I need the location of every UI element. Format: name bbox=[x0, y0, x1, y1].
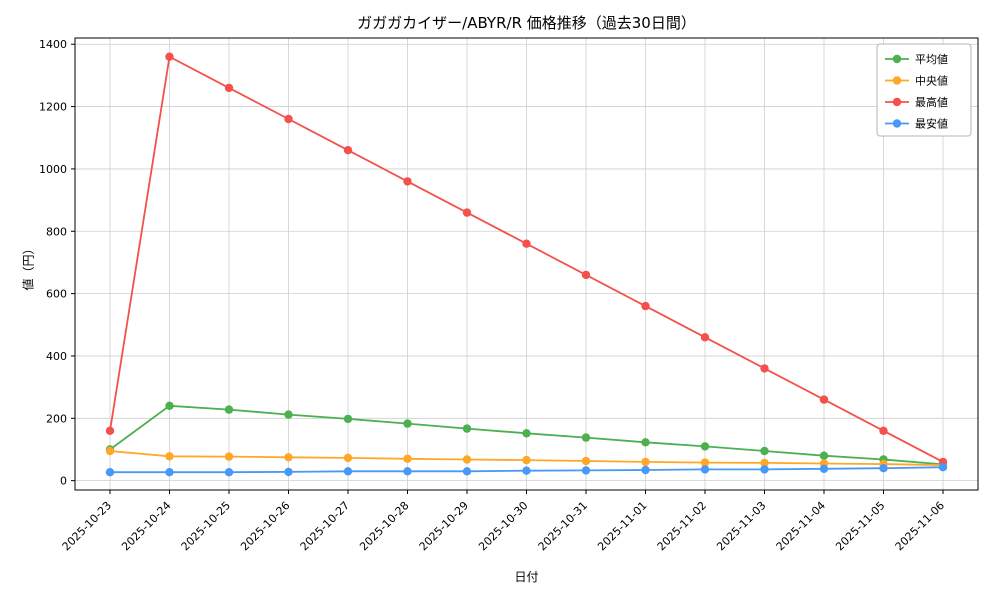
series-max-point bbox=[403, 177, 412, 186]
legend-marker-max bbox=[892, 97, 902, 107]
series-average-point bbox=[700, 442, 710, 451]
legend-item-median: 中央値 bbox=[885, 75, 948, 88]
legend-marker-min bbox=[892, 119, 902, 128]
series-median-point bbox=[284, 453, 293, 462]
series-min-point bbox=[760, 465, 769, 474]
series-max-point bbox=[819, 395, 829, 404]
series-average-point bbox=[760, 446, 769, 456]
svg-text:2025-10-25: 2025-10-25 bbox=[179, 499, 233, 553]
series-min-point bbox=[165, 468, 174, 477]
svg-text:2025-10-29: 2025-10-29 bbox=[417, 499, 471, 553]
series-min-point bbox=[641, 465, 650, 475]
series-max-point bbox=[760, 364, 769, 373]
series-average-point bbox=[284, 410, 293, 419]
legend-label-max: 最高値 bbox=[915, 95, 948, 109]
legend-label-min: 最安値 bbox=[915, 117, 948, 131]
svg-text:2025-10-28: 2025-10-28 bbox=[357, 499, 411, 553]
series-median-point bbox=[403, 454, 412, 463]
legend-item-average: 平均値 bbox=[885, 53, 948, 66]
legend-label-average: 平均値 bbox=[915, 53, 948, 66]
legend-item-max: 最高値 bbox=[885, 95, 948, 109]
svg-text:2025-11-03: 2025-11-03 bbox=[714, 499, 768, 553]
series-max-point bbox=[165, 52, 174, 61]
series-median-point bbox=[343, 453, 353, 463]
series-min-point bbox=[522, 466, 531, 475]
svg-text:1400: 1400 bbox=[39, 38, 67, 51]
series-median-point bbox=[224, 452, 234, 461]
series-average-point bbox=[522, 429, 531, 438]
series-min-point bbox=[700, 465, 710, 474]
series-min-point bbox=[462, 467, 472, 476]
svg-text:2025-10-24: 2025-10-24 bbox=[119, 499, 173, 553]
svg-text:1200: 1200 bbox=[39, 101, 67, 114]
series-max-point bbox=[522, 239, 531, 248]
series-median-point bbox=[760, 458, 769, 468]
legend-box bbox=[876, 43, 972, 137]
y-tick-labels: 0 200 400 600 800 1000 1200 1400 bbox=[39, 38, 75, 488]
series-average-point bbox=[403, 419, 412, 428]
chart-title: ガガガカイザー/ABYR/R 価格推移（過去30日間） bbox=[357, 14, 696, 32]
svg-text:600: 600 bbox=[46, 288, 67, 301]
x-axis-label: 日付 bbox=[514, 570, 539, 584]
series-max-point bbox=[462, 208, 472, 217]
series-max-point bbox=[581, 270, 591, 280]
series-min-point bbox=[581, 466, 591, 475]
svg-text:2025-11-04: 2025-11-04 bbox=[774, 499, 828, 553]
svg-text:800: 800 bbox=[46, 225, 67, 238]
series-min-point bbox=[284, 467, 293, 477]
series-max-point bbox=[879, 426, 888, 435]
svg-text:400: 400 bbox=[46, 350, 67, 363]
series-max-point bbox=[224, 83, 234, 93]
series-median-point bbox=[105, 446, 115, 456]
svg-text:2025-10-26: 2025-10-26 bbox=[238, 499, 292, 553]
gridlines bbox=[75, 38, 978, 490]
series-min-point bbox=[343, 467, 353, 476]
series-max bbox=[105, 52, 948, 467]
svg-text:200: 200 bbox=[46, 412, 67, 425]
svg-text:2025-10-27: 2025-10-27 bbox=[298, 499, 352, 553]
svg-text:2025-11-02: 2025-11-02 bbox=[655, 499, 709, 553]
svg-text:2025-11-05: 2025-11-05 bbox=[833, 499, 887, 553]
svg-text:2025-10-30: 2025-10-30 bbox=[476, 499, 530, 553]
svg-text:2025-10-31: 2025-10-31 bbox=[536, 499, 590, 553]
series-max-point bbox=[343, 146, 353, 155]
svg-text:2025-11-06: 2025-11-06 bbox=[893, 499, 947, 553]
series-average-point bbox=[581, 433, 591, 442]
series-median-point bbox=[581, 456, 591, 466]
svg-text:2025-11-01: 2025-11-01 bbox=[595, 499, 649, 553]
series-median-point bbox=[165, 452, 174, 461]
svg-text:1000: 1000 bbox=[39, 163, 67, 176]
svg-text:0: 0 bbox=[60, 475, 67, 488]
series-min-point bbox=[224, 468, 234, 477]
legend-marker-median bbox=[892, 76, 902, 85]
series-min-point bbox=[819, 464, 829, 473]
series-median-point bbox=[462, 455, 472, 464]
series-average-point bbox=[224, 405, 234, 414]
legend-label-median: 中央値 bbox=[915, 75, 948, 88]
series-median-point bbox=[641, 457, 650, 467]
series-min-point bbox=[938, 463, 948, 472]
series-max-point bbox=[700, 333, 710, 342]
series-average-point bbox=[343, 414, 353, 424]
series-average-point bbox=[641, 438, 650, 447]
series-average-point bbox=[819, 451, 829, 460]
series-min-point bbox=[403, 467, 412, 476]
series-average-point bbox=[462, 424, 472, 433]
series-max-point bbox=[284, 114, 293, 124]
series-min-point bbox=[879, 464, 888, 473]
series-average-point bbox=[165, 401, 174, 410]
series-max-point bbox=[641, 301, 650, 311]
svg-text:2025-10-23: 2025-10-23 bbox=[60, 499, 114, 553]
series-max-point bbox=[105, 426, 115, 435]
series-min bbox=[105, 463, 948, 477]
legend-marker-average bbox=[892, 54, 902, 64]
series-median-point bbox=[700, 458, 710, 467]
x-tick-labels: 2025-10-23 2025-10-24 2025-10-25 2025-10-26… bbox=[60, 490, 947, 553]
series-min-point bbox=[105, 468, 115, 477]
series-median-point bbox=[522, 455, 531, 465]
legend-item-min: 最安値 bbox=[885, 117, 948, 131]
